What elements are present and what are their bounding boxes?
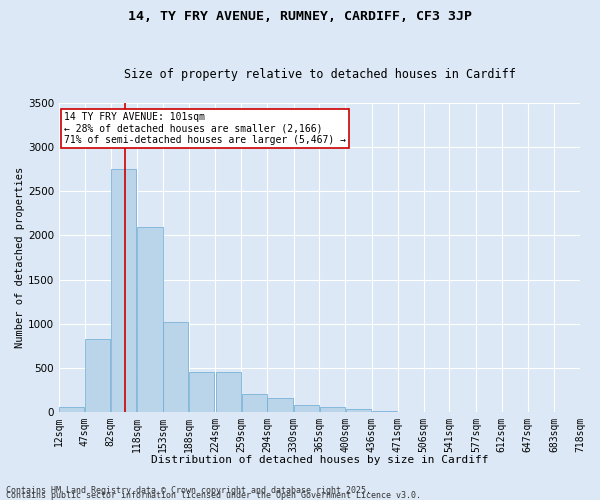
Bar <box>163 322 188 412</box>
Bar <box>320 407 345 412</box>
Bar <box>189 372 214 412</box>
Bar <box>85 339 110 412</box>
Text: Contains public sector information licensed under the Open Government Licence v3: Contains public sector information licen… <box>6 491 421 500</box>
Bar <box>346 408 371 412</box>
Bar <box>216 372 241 412</box>
Text: Contains HM Land Registry data © Crown copyright and database right 2025.: Contains HM Land Registry data © Crown c… <box>6 486 371 495</box>
Bar <box>294 406 319 412</box>
Y-axis label: Number of detached properties: Number of detached properties <box>15 167 25 348</box>
Bar <box>268 398 293 412</box>
Bar <box>111 169 136 412</box>
X-axis label: Distribution of detached houses by size in Cardiff: Distribution of detached houses by size … <box>151 455 488 465</box>
Bar <box>59 408 85 412</box>
Bar <box>242 394 266 412</box>
Text: 14 TY FRY AVENUE: 101sqm
← 28% of detached houses are smaller (2,166)
71% of sem: 14 TY FRY AVENUE: 101sqm ← 28% of detach… <box>64 112 346 146</box>
Text: 14, TY FRY AVENUE, RUMNEY, CARDIFF, CF3 3JP: 14, TY FRY AVENUE, RUMNEY, CARDIFF, CF3 … <box>128 10 472 23</box>
Bar <box>372 411 397 412</box>
Title: Size of property relative to detached houses in Cardiff: Size of property relative to detached ho… <box>124 68 515 81</box>
Bar <box>137 226 163 412</box>
